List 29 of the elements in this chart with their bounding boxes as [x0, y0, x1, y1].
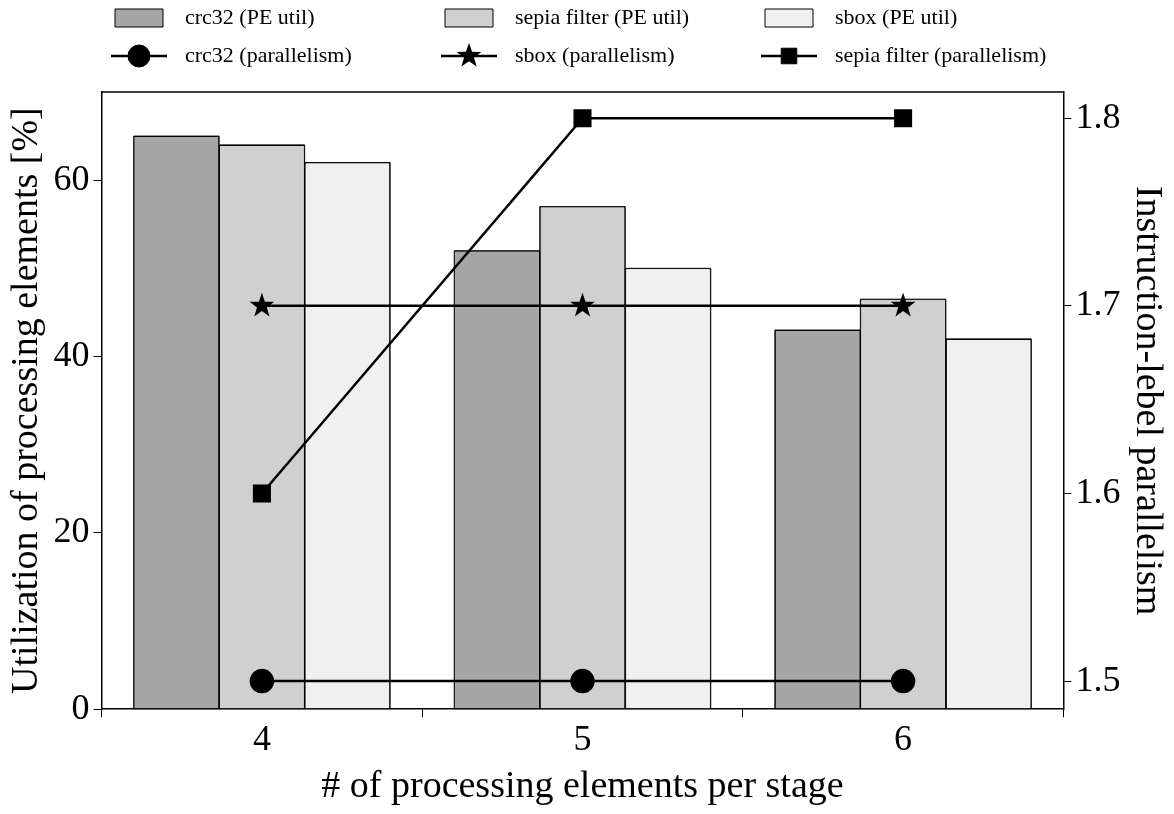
y-axis-title: Utilization of processing elements [%] [2, 107, 45, 694]
point [249, 292, 275, 317]
y2-axis-title: Instruction-lebel parallelism [1129, 185, 1172, 616]
legend-label: sepia filter (PE util) [515, 3, 690, 29]
point [252, 484, 271, 503]
y-tick-label: 60 [53, 157, 90, 198]
y-tick-label: 20 [53, 510, 90, 551]
legend-label: crc32 (PE util) [185, 3, 315, 29]
y2-tick-label: 1.7 [1075, 283, 1121, 324]
y-tick-label: 40 [53, 333, 90, 374]
x-tick-label: 6 [894, 718, 913, 759]
point [573, 109, 592, 128]
point [890, 668, 916, 694]
legend-label: crc32 (parallelism) [185, 41, 352, 67]
legend-label: sbox (parallelism) [515, 41, 675, 67]
y2-tick-label: 1.8 [1075, 95, 1121, 136]
point [570, 292, 595, 317]
legend-label: sepia filter (parallelism) [835, 41, 1047, 67]
x-tick-label: 5 [573, 718, 592, 759]
point [894, 109, 913, 128]
legend-label: sbox (PE util) [835, 3, 958, 29]
x-axis-title: # of processing elements per stage [321, 763, 844, 806]
point [570, 668, 595, 694]
point [249, 668, 275, 694]
x-tick-label: 4 [252, 718, 271, 759]
y2-tick-label: 1.6 [1075, 470, 1121, 511]
y2-tick-label: 1.5 [1075, 658, 1121, 699]
point [890, 292, 916, 317]
y-tick-label: 0 [71, 686, 90, 727]
